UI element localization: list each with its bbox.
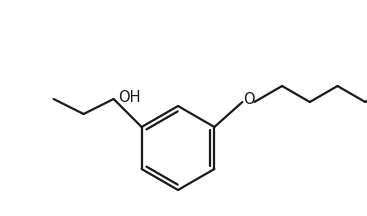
Text: OH: OH xyxy=(118,89,140,105)
Text: O: O xyxy=(243,92,255,108)
